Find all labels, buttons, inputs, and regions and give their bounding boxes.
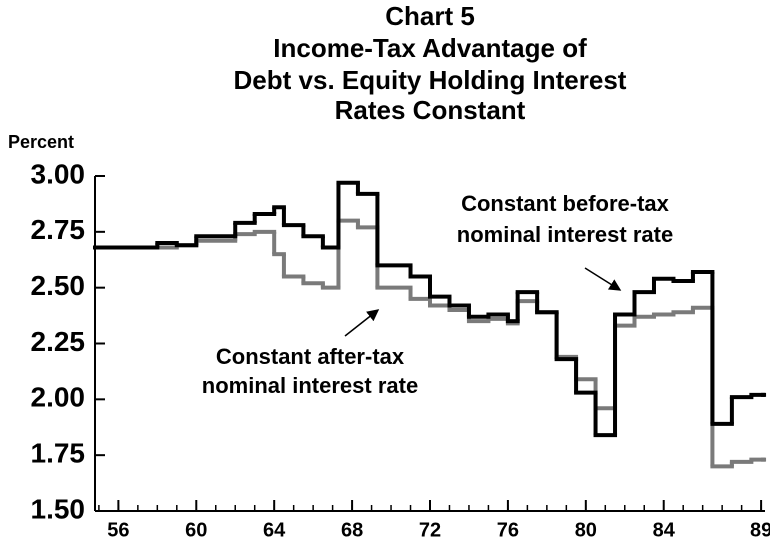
y-tick-label: 2.00	[31, 382, 86, 413]
x-tick-label: 72	[419, 519, 441, 541]
x-tick-label: 56	[107, 519, 129, 541]
y-tick-label: 2.25	[31, 326, 86, 357]
chart-title: Income-Tax Advantage of	[273, 33, 587, 63]
chart-title: Debt vs. Equity Holding Interest	[234, 65, 627, 95]
x-tick-label: 64	[263, 519, 286, 541]
x-tick-label: 76	[497, 519, 519, 541]
chart-title: Rates Constant	[335, 95, 526, 125]
x-tick-label: 89	[750, 519, 770, 541]
y-axis-label: Percent	[8, 132, 74, 152]
x-tick-label: 80	[575, 519, 597, 541]
x-tick-label: 84	[653, 519, 676, 541]
arrow	[584, 267, 622, 291]
annotation: Constant before-tax	[461, 191, 670, 216]
y-tick-label: 2.50	[31, 270, 86, 301]
y-tick-label: 2.75	[31, 214, 86, 245]
annotation: nominal interest rate	[457, 222, 673, 247]
y-tick-label: 1.50	[31, 493, 86, 524]
arrow	[344, 309, 380, 337]
y-tick-label: 1.75	[31, 438, 86, 469]
chart-title: Chart 5	[385, 1, 475, 31]
annotation: Constant after-tax	[216, 344, 405, 369]
x-tick-label: 60	[185, 519, 207, 541]
annotation: nominal interest rate	[202, 373, 418, 398]
x-tick-label: 68	[341, 519, 363, 541]
y-tick-label: 3.00	[31, 158, 86, 189]
